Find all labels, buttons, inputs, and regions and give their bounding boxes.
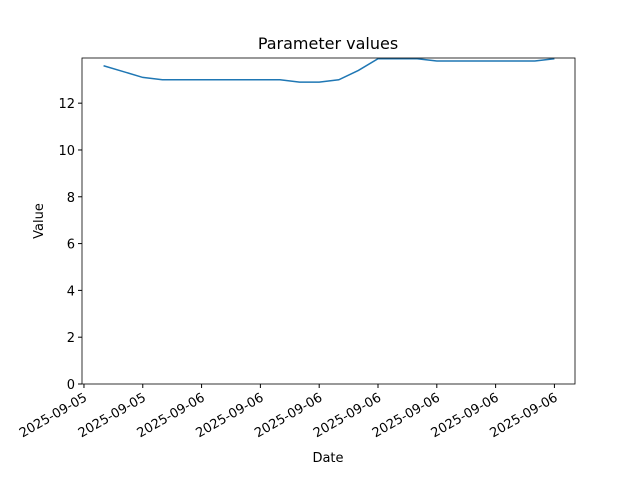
- chart-title: Parameter values: [258, 34, 398, 53]
- data-line: [103, 58, 555, 83]
- x-axis-label: Date: [312, 451, 343, 466]
- y-axis-label: Value: [32, 203, 47, 239]
- y-tick-label: 0: [67, 378, 75, 393]
- y-tick-label: 2: [67, 331, 75, 346]
- y-tick-label: 10: [58, 144, 75, 159]
- y-tick-label: 4: [67, 284, 75, 299]
- plot-frame: [81, 57, 576, 385]
- y-tick-label: 12: [58, 97, 75, 112]
- y-tick-label: 8: [67, 191, 75, 206]
- y-tick-label: 6: [67, 238, 75, 253]
